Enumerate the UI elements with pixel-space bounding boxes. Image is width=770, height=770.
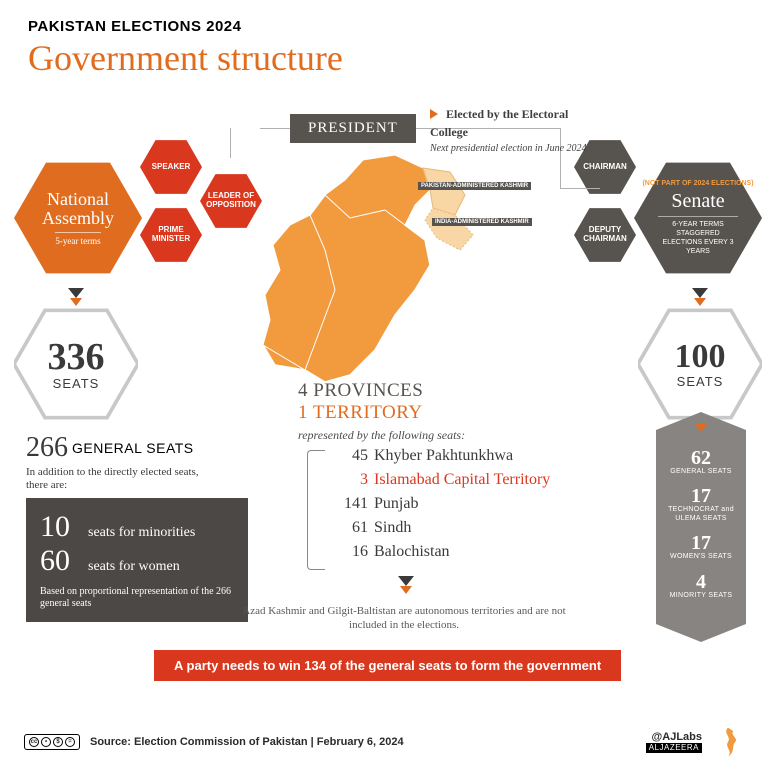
na-title: National Assembly: [14, 190, 142, 228]
minorities-n: 10: [40, 510, 88, 544]
province-seat-row: 3Islamabad Capital Territory: [330, 468, 550, 492]
province-seat-row: 61Sindh: [330, 516, 550, 540]
pm-label: PRIME MINISTER: [140, 226, 202, 244]
president-note-bold: Elected by the Electoral College: [430, 107, 568, 139]
leader-opposition-hex: LEADER OF OPPOSITION: [200, 170, 262, 232]
chairman-hex: CHAIRMAN: [574, 136, 636, 198]
territory-count: 1 TERRITORY: [298, 402, 423, 423]
senate-breakdown-row: 62GENERAL SEATS: [660, 448, 742, 476]
senate-breakdown-column: 62GENERAL SEATS 17TECHNOCRAT and ULEMA SE…: [656, 430, 746, 624]
president-note: Elected by the Electoral College Next pr…: [430, 105, 595, 154]
na-sub: 5-year terms: [55, 232, 100, 246]
province-seat-row: 45Khyber Pakhtunkhwa: [330, 444, 550, 468]
reserved-seats-box: 10seats for minorities 60seats for women…: [26, 498, 248, 622]
general-seats-number: 266: [26, 432, 68, 463]
arrow-down-icon: [695, 424, 707, 432]
kicker: PAKISTAN ELECTIONS 2024: [28, 18, 742, 35]
national-assembly-hex: National Assembly 5-year terms: [14, 154, 142, 282]
senate-not-part: (NOT PART OF 2024 ELECTIONS): [642, 180, 753, 187]
senate-sub: 6-YEAR TERMS STAGGERED ELECTIONS EVERY 3…: [658, 216, 738, 256]
province-seat-row: 141Punjab: [330, 492, 550, 516]
women-l: seats for women: [88, 559, 180, 574]
arrow-down-icon: [398, 576, 414, 586]
reserved-note: Based on proportional representation of …: [40, 586, 234, 610]
minorities-l: seats for minorities: [88, 525, 195, 540]
senate-breakdown-row: 4MINORITY SEATS: [660, 572, 742, 600]
header: PAKISTAN ELECTIONS 2024 Government struc…: [0, 0, 770, 79]
senate-total-seats-hex: 100 SEATS: [638, 302, 762, 426]
women-n: 60: [40, 544, 88, 578]
senate-breakdown-row: 17TECHNOCRAT and ULEMA SEATS: [660, 486, 742, 523]
connector-line: [230, 128, 231, 158]
footer: cc•$= Source: Election Commission of Pak…: [0, 724, 770, 760]
source-text: Source: Election Commission of Pakistan …: [90, 736, 404, 748]
win-banner: A party needs to win 134 of the general …: [154, 650, 621, 681]
deputy-chairman-hex: DEPUTY CHAIRMAN: [574, 204, 636, 266]
senate-seats-label: SEATS: [677, 374, 724, 389]
speaker-label: SPEAKER: [152, 163, 191, 172]
na-total-seats-hex: 336 SEATS: [14, 302, 138, 426]
cc-license-icon: cc•$=: [24, 734, 80, 750]
addition-note: In addition to the directly elected seat…: [26, 466, 206, 492]
general-seats-label: GENERAL SEATS: [72, 440, 194, 456]
arrow-down-icon: [68, 288, 84, 298]
senate-hex: (NOT PART OF 2024 ELECTIONS) Senate 6-YE…: [634, 154, 762, 282]
provinces-count: 4 PROVINCES: [298, 380, 423, 401]
senate-breakdown-row: 17WOMEN'S SEATS: [660, 533, 742, 561]
chairman-label: CHAIRMAN: [583, 163, 627, 172]
arrow-down-icon: [692, 288, 708, 298]
na-seats-label: SEATS: [53, 376, 100, 391]
province-seats-list: 45Khyber Pakhtunkhwa3Islamabad Capital T…: [330, 444, 550, 564]
aljazeera-logo-icon: [710, 724, 746, 760]
deputy-label: DEPUTY CHAIRMAN: [574, 226, 636, 244]
senate-seats-number: 100: [675, 340, 726, 374]
senate-title: Senate: [671, 190, 724, 213]
pm-hex: PRIME MINISTER: [140, 204, 202, 266]
general-seats-block: 266 GENERAL SEATS In addition to the dir…: [26, 432, 206, 492]
speaker-hex: SPEAKER: [140, 136, 202, 198]
na-seats-number: 336: [48, 338, 105, 376]
aj-brand: ALJAZEERA: [646, 743, 702, 754]
arrow-right-icon: [430, 109, 438, 119]
ind-kashmir-label: INDIA-ADMINISTERED KASHMIR: [432, 218, 532, 226]
pak-kashmir-label: PAKISTAN-ADMINISTERED KASHMIR: [418, 182, 531, 190]
arrow-down-icon: [400, 586, 412, 594]
represented-note: represented by the following seats:: [298, 428, 465, 443]
province-seat-row: 16Balochistan: [330, 540, 550, 564]
aj-handle: @AJLabs: [646, 731, 702, 743]
leader-label: LEADER OF OPPOSITION: [200, 192, 262, 210]
provinces-heading: 4 PROVINCES1 TERRITORY represented by th…: [298, 380, 465, 443]
autonomous-note: Azad Kashmir and Gilgit-Baltistan are au…: [224, 604, 584, 633]
bracket-icon: [307, 450, 325, 570]
president-label: PRESIDENT: [290, 114, 416, 143]
page-title: Government structure: [28, 37, 742, 79]
